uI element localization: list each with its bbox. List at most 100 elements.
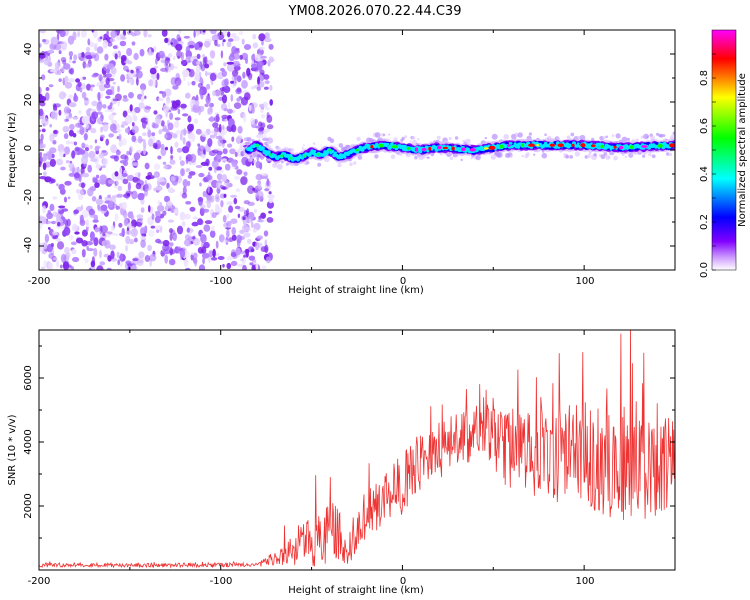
noise-speck bbox=[226, 201, 233, 206]
noise-speck bbox=[126, 69, 130, 73]
noise-speck bbox=[110, 119, 118, 124]
ridge-halo-point bbox=[475, 154, 481, 161]
ridge-halo-point bbox=[417, 138, 420, 141]
noise-speck bbox=[120, 74, 126, 82]
noise-speck bbox=[69, 102, 77, 108]
ridge-point bbox=[434, 147, 439, 152]
noise-speck bbox=[185, 141, 191, 150]
noise-speck bbox=[268, 210, 273, 214]
ridge-hotspot bbox=[428, 146, 432, 151]
noise-speck bbox=[258, 121, 263, 127]
ridge-hotspot bbox=[451, 146, 455, 151]
noise-speck bbox=[39, 216, 47, 225]
noise-speck bbox=[258, 103, 265, 108]
noise-speck bbox=[136, 256, 144, 267]
noise-speck bbox=[142, 146, 147, 156]
noise-speck bbox=[227, 31, 231, 38]
noise-speck bbox=[94, 139, 98, 144]
noise-speck bbox=[64, 246, 70, 255]
noise-speck bbox=[249, 262, 254, 266]
noise-speck bbox=[97, 91, 101, 101]
noise-speck bbox=[254, 54, 261, 62]
noise-speck bbox=[71, 223, 78, 232]
noise-speck bbox=[237, 213, 241, 218]
ridge-hotspot bbox=[302, 154, 307, 158]
noise-speck bbox=[174, 120, 180, 128]
ridge-halo-point bbox=[528, 132, 533, 136]
noise-speck bbox=[75, 237, 84, 244]
noise-speck bbox=[176, 50, 182, 59]
ridge-halo-point bbox=[586, 154, 591, 159]
noise-speck bbox=[126, 150, 130, 156]
noise-speck bbox=[69, 123, 75, 131]
noise-speck bbox=[215, 240, 219, 249]
noise-speck bbox=[164, 195, 170, 203]
noise-speck bbox=[134, 106, 141, 114]
spectrogram-tick-y3: -20 bbox=[23, 189, 34, 205]
noise-speck bbox=[170, 176, 176, 182]
noise-speck bbox=[239, 54, 243, 60]
noise-speck bbox=[179, 132, 183, 141]
noise-speck bbox=[127, 222, 133, 229]
noise-speck bbox=[64, 180, 72, 186]
noise-speck bbox=[226, 220, 232, 227]
noise-speck bbox=[208, 255, 211, 264]
noise-speck bbox=[91, 100, 98, 107]
noise-speck bbox=[258, 81, 265, 88]
noise-speck bbox=[264, 32, 270, 40]
noise-speck bbox=[266, 201, 274, 209]
noise-speck bbox=[161, 30, 168, 37]
noise-speck bbox=[229, 148, 236, 155]
noise-speck bbox=[96, 103, 102, 112]
noise-speck bbox=[195, 165, 203, 168]
noise-speck bbox=[187, 174, 193, 179]
noise-speck bbox=[72, 31, 77, 41]
noise-speck bbox=[118, 139, 123, 147]
noise-speck bbox=[249, 218, 252, 224]
ridge-halo-point bbox=[449, 156, 454, 161]
noise-speck bbox=[209, 230, 216, 238]
noise-speck bbox=[236, 238, 241, 248]
noise-speck bbox=[257, 181, 262, 190]
snr-tick-y1: 4000 bbox=[23, 429, 34, 454]
noise-speck bbox=[226, 262, 232, 270]
noise-speck bbox=[56, 241, 65, 250]
noise-speck bbox=[266, 217, 274, 223]
noise-speck bbox=[153, 110, 158, 115]
noise-speck bbox=[238, 30, 244, 36]
noise-speck bbox=[196, 53, 201, 60]
noise-speck bbox=[57, 221, 61, 227]
noise-speck bbox=[161, 91, 167, 98]
noise-speck bbox=[210, 225, 215, 232]
noise-speck bbox=[58, 50, 62, 55]
noise-speck bbox=[98, 152, 105, 159]
noise-speck bbox=[99, 249, 102, 259]
noise-speck bbox=[164, 56, 169, 66]
noise-speck bbox=[39, 30, 46, 34]
ridge-halo-point bbox=[246, 137, 252, 142]
noise-speck bbox=[85, 63, 92, 68]
noise-speck bbox=[135, 182, 142, 190]
noise-speck bbox=[198, 172, 205, 178]
noise-speck bbox=[88, 267, 92, 270]
noise-speck bbox=[191, 236, 196, 240]
noise-speck bbox=[77, 52, 82, 57]
noise-speck bbox=[88, 42, 95, 48]
noise-speck bbox=[84, 258, 89, 264]
noise-speck bbox=[72, 60, 76, 64]
noise-speck bbox=[222, 214, 227, 223]
noise-speck bbox=[200, 161, 209, 166]
noise-speck bbox=[192, 216, 199, 220]
noise-speck bbox=[84, 97, 90, 106]
noise-speck bbox=[104, 109, 109, 113]
noise-speck bbox=[179, 211, 186, 221]
ridge-hotspot bbox=[549, 143, 556, 147]
noise-speck bbox=[187, 123, 194, 132]
noise-speck bbox=[154, 216, 161, 224]
ridge-halo-point bbox=[276, 146, 281, 151]
noise-speck bbox=[82, 172, 90, 178]
noise-speck bbox=[81, 142, 86, 149]
noise-speck bbox=[268, 197, 274, 204]
noise-speck bbox=[45, 92, 50, 101]
ridge-hotspot bbox=[613, 145, 617, 149]
